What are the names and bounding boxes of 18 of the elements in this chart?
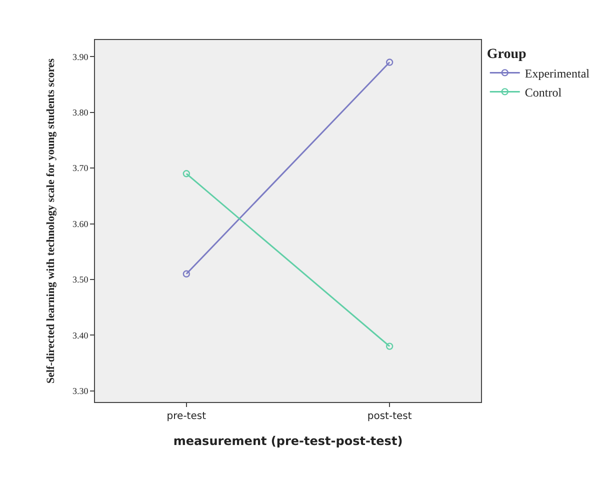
point (182, 170, 190, 178)
point (182, 270, 190, 278)
y-tick-label: 3.60 (72, 218, 89, 229)
y-tick-label: 3.80 (72, 108, 89, 118)
y-tick-label: 3.50 (72, 274, 89, 285)
y-tick-label: 3.90 (72, 52, 89, 62)
x-tick-label: pre-test (166, 411, 206, 422)
y-axis-title: Self-directed learning with technology scale for young students scores (45, 58, 58, 384)
point (386, 58, 394, 66)
point (386, 342, 394, 350)
x-axis-title: measurement (pre-test-post-test) (173, 434, 403, 448)
legend-title: Group (486, 47, 526, 62)
y-tick-label: 3.30 (72, 386, 89, 396)
y-tick-label: 3.40 (72, 330, 89, 340)
legend-label: Control (524, 85, 562, 100)
legend-label: Experimental (524, 66, 590, 80)
y-tick-label: 3.70 (72, 163, 89, 174)
x-tick-label: post-test (367, 411, 412, 422)
